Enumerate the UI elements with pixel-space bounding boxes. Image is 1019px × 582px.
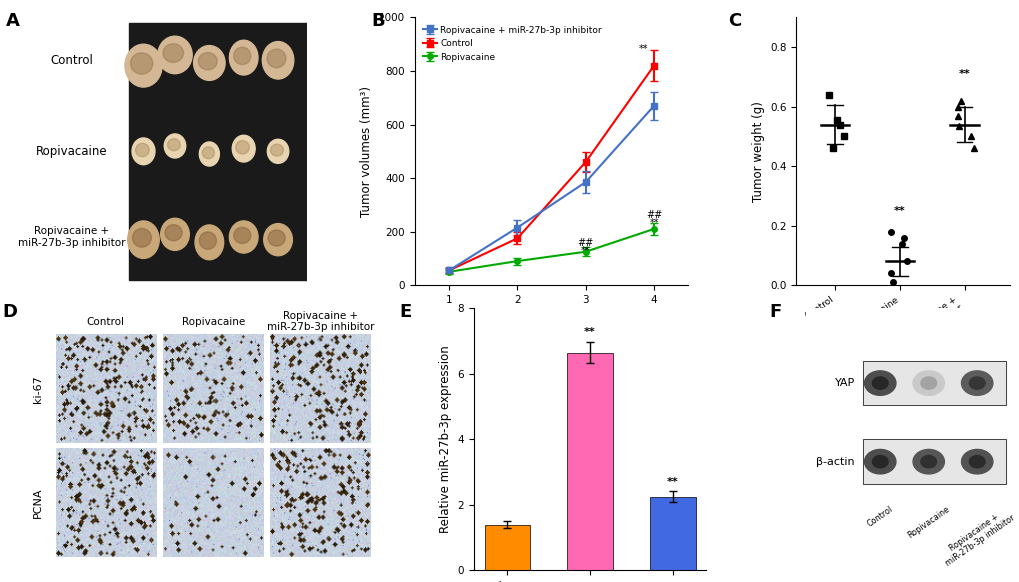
- Ellipse shape: [229, 40, 258, 75]
- Text: **: **: [649, 218, 658, 228]
- Text: Ropivacaine +
miR-27b-3p inhibitor: Ropivacaine + miR-27b-3p inhibitor: [18, 226, 125, 248]
- Text: C: C: [728, 12, 741, 30]
- Ellipse shape: [235, 141, 250, 154]
- Text: Control: Control: [51, 54, 94, 67]
- Text: E: E: [399, 303, 412, 321]
- Text: **: **: [581, 246, 590, 255]
- Text: ki-67: ki-67: [33, 375, 43, 403]
- Text: B: B: [371, 12, 384, 30]
- Ellipse shape: [164, 134, 185, 158]
- Text: Ropivacaine: Ropivacaine: [905, 505, 951, 540]
- Ellipse shape: [198, 52, 217, 70]
- Ellipse shape: [195, 225, 223, 260]
- Text: Ropivacaine: Ropivacaine: [181, 317, 245, 327]
- Ellipse shape: [968, 456, 984, 468]
- Y-axis label: Relative miR-27b-3p expression: Relative miR-27b-3p expression: [439, 346, 451, 533]
- Ellipse shape: [194, 45, 225, 80]
- Ellipse shape: [912, 449, 944, 474]
- Text: **: **: [584, 327, 595, 336]
- Y-axis label: Tumor volumes (mm³): Tumor volumes (mm³): [360, 86, 373, 217]
- Ellipse shape: [229, 221, 258, 253]
- Ellipse shape: [264, 223, 292, 255]
- Bar: [484, 524, 530, 570]
- Text: Ropivacaine: Ropivacaine: [36, 145, 108, 158]
- Ellipse shape: [920, 377, 935, 389]
- Text: β-actin: β-actin: [815, 457, 854, 467]
- Text: ##: ##: [645, 210, 661, 220]
- Text: **: **: [893, 206, 905, 216]
- Ellipse shape: [920, 456, 935, 468]
- Text: A: A: [6, 12, 20, 30]
- Ellipse shape: [270, 144, 283, 156]
- Ellipse shape: [233, 47, 251, 65]
- Bar: [862, 439, 1005, 484]
- Text: YAP: YAP: [834, 378, 854, 388]
- Ellipse shape: [267, 49, 285, 68]
- Ellipse shape: [163, 44, 183, 62]
- Ellipse shape: [199, 232, 216, 249]
- Text: **: **: [958, 69, 969, 79]
- Text: PCNA: PCNA: [33, 488, 43, 518]
- Ellipse shape: [161, 218, 190, 250]
- Text: Ropivacaine +
miR-27b-3p inhibitor: Ropivacaine + miR-27b-3p inhibitor: [266, 311, 374, 332]
- Ellipse shape: [912, 371, 944, 395]
- Ellipse shape: [961, 371, 991, 395]
- Ellipse shape: [864, 449, 895, 474]
- Text: **: **: [666, 477, 678, 487]
- Ellipse shape: [165, 225, 182, 241]
- Ellipse shape: [132, 228, 151, 247]
- Text: Ropivacaine +
miR-27b-3p inhibitor: Ropivacaine + miR-27b-3p inhibitor: [936, 505, 1016, 568]
- Ellipse shape: [864, 371, 895, 395]
- Text: D: D: [3, 303, 17, 321]
- Text: **: **: [638, 44, 648, 54]
- Ellipse shape: [202, 147, 214, 159]
- Text: Control: Control: [865, 505, 894, 529]
- Ellipse shape: [262, 41, 293, 79]
- Y-axis label: Tumor weight (g): Tumor weight (g): [751, 101, 764, 202]
- Bar: [567, 353, 612, 570]
- Ellipse shape: [167, 139, 180, 151]
- Text: ##: ##: [577, 237, 593, 247]
- Ellipse shape: [131, 138, 155, 165]
- Ellipse shape: [968, 377, 984, 389]
- Bar: [129, 23, 307, 280]
- Bar: [862, 361, 1005, 405]
- Ellipse shape: [130, 53, 153, 74]
- Bar: [862, 361, 1005, 405]
- Bar: [862, 439, 1005, 484]
- Ellipse shape: [871, 377, 888, 389]
- X-axis label: Time (weeks): Time (weeks): [512, 310, 591, 324]
- Bar: [649, 496, 695, 570]
- Text: F: F: [768, 303, 781, 321]
- Ellipse shape: [268, 230, 285, 246]
- Ellipse shape: [232, 135, 255, 162]
- Ellipse shape: [124, 44, 162, 87]
- Text: Control: Control: [87, 317, 124, 327]
- Ellipse shape: [871, 456, 888, 468]
- Legend: Ropivacaine + miR-27b-3p inhibitor, Control, Ropivacaine: Ropivacaine + miR-27b-3p inhibitor, Cont…: [419, 22, 605, 65]
- Ellipse shape: [961, 449, 991, 474]
- Ellipse shape: [199, 142, 219, 166]
- Ellipse shape: [158, 36, 192, 74]
- Ellipse shape: [233, 228, 251, 243]
- Ellipse shape: [127, 221, 159, 258]
- Ellipse shape: [136, 143, 149, 157]
- Ellipse shape: [267, 139, 288, 164]
